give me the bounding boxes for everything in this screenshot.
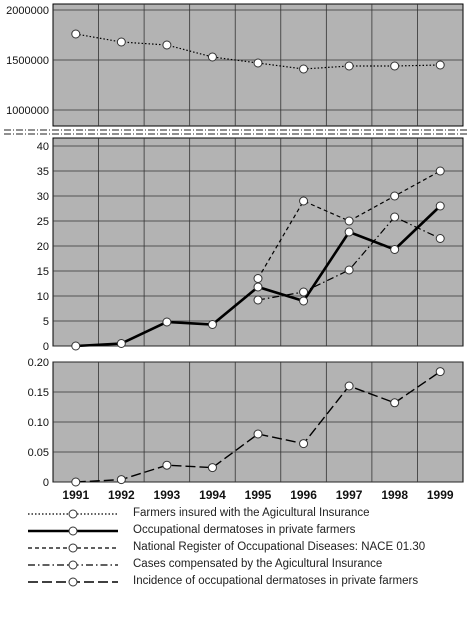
x-tick-label: 1994 bbox=[199, 488, 226, 502]
series-line bbox=[75, 371, 441, 483]
y-tick-label: 25 bbox=[37, 216, 49, 228]
data-point bbox=[344, 216, 354, 226]
y-tick-label: 10 bbox=[37, 291, 49, 303]
x-tick-label: 1996 bbox=[290, 488, 317, 502]
legend-marker bbox=[68, 543, 78, 553]
data-point bbox=[344, 227, 354, 237]
y-tick-label: 0 bbox=[43, 341, 49, 353]
data-point bbox=[390, 191, 400, 201]
data-point bbox=[344, 61, 354, 71]
data-point bbox=[162, 317, 172, 327]
y-tick-label: 2000000 bbox=[6, 5, 49, 17]
data-point bbox=[116, 37, 126, 47]
series-line bbox=[257, 216, 441, 301]
data-point bbox=[253, 429, 263, 439]
data-point bbox=[435, 166, 445, 176]
data-point bbox=[162, 40, 172, 50]
data-point bbox=[299, 287, 309, 297]
data-point bbox=[207, 52, 217, 62]
data-point bbox=[299, 196, 309, 206]
legend-marker bbox=[68, 526, 78, 536]
plot-area-middle bbox=[52, 137, 464, 347]
legend-marker bbox=[68, 577, 78, 587]
y-tick-label: 30 bbox=[37, 191, 49, 203]
data-point bbox=[253, 58, 263, 68]
y-tick-label: 40 bbox=[37, 141, 49, 153]
data-point bbox=[116, 339, 126, 348]
data-point bbox=[390, 212, 400, 222]
y-tick-label: 15 bbox=[37, 266, 49, 278]
data-point bbox=[207, 463, 217, 473]
data-point bbox=[435, 367, 445, 377]
x-tick-label: 1991 bbox=[62, 488, 89, 502]
data-point bbox=[390, 398, 400, 408]
y-tick-label: 0.15 bbox=[28, 387, 49, 399]
data-point bbox=[435, 234, 445, 243]
legend-marker bbox=[68, 509, 78, 519]
data-point bbox=[390, 245, 400, 254]
data-point bbox=[207, 320, 217, 329]
series-line bbox=[257, 170, 441, 279]
y-tick-label: 20 bbox=[37, 241, 49, 253]
data-point bbox=[71, 341, 81, 351]
y-tick-label: 0 bbox=[43, 477, 49, 489]
data-point bbox=[162, 460, 172, 470]
y-tick-label: 5 bbox=[43, 316, 49, 328]
data-point bbox=[344, 381, 354, 391]
data-point bbox=[253, 274, 263, 283]
data-point bbox=[253, 295, 263, 305]
x-tick-label: 1993 bbox=[154, 488, 181, 502]
data-point bbox=[344, 265, 354, 275]
x-tick-label: 1992 bbox=[108, 488, 135, 502]
data-point bbox=[299, 439, 309, 449]
y-tick-label: 0.20 bbox=[28, 357, 49, 369]
data-point bbox=[299, 296, 309, 306]
y-tick-label: 1000000 bbox=[6, 105, 49, 117]
data-point bbox=[116, 475, 126, 485]
x-tick-label: 1997 bbox=[336, 488, 363, 502]
data-point bbox=[71, 477, 81, 487]
y-tick-label: 1500000 bbox=[6, 55, 49, 67]
data-point bbox=[299, 64, 309, 74]
x-tick-label: 1995 bbox=[245, 488, 272, 502]
x-tick-label: 1999 bbox=[427, 488, 454, 502]
x-tick-label: 1998 bbox=[381, 488, 408, 502]
y-tick-label: 0.05 bbox=[28, 447, 49, 459]
data-point bbox=[435, 60, 445, 70]
y-tick-label: 35 bbox=[37, 166, 49, 178]
data-point bbox=[253, 282, 263, 292]
data-point bbox=[435, 201, 445, 211]
data-point bbox=[390, 61, 400, 71]
data-point bbox=[71, 29, 81, 39]
legend-marker bbox=[68, 560, 78, 570]
y-tick-label: 0.10 bbox=[28, 417, 49, 429]
